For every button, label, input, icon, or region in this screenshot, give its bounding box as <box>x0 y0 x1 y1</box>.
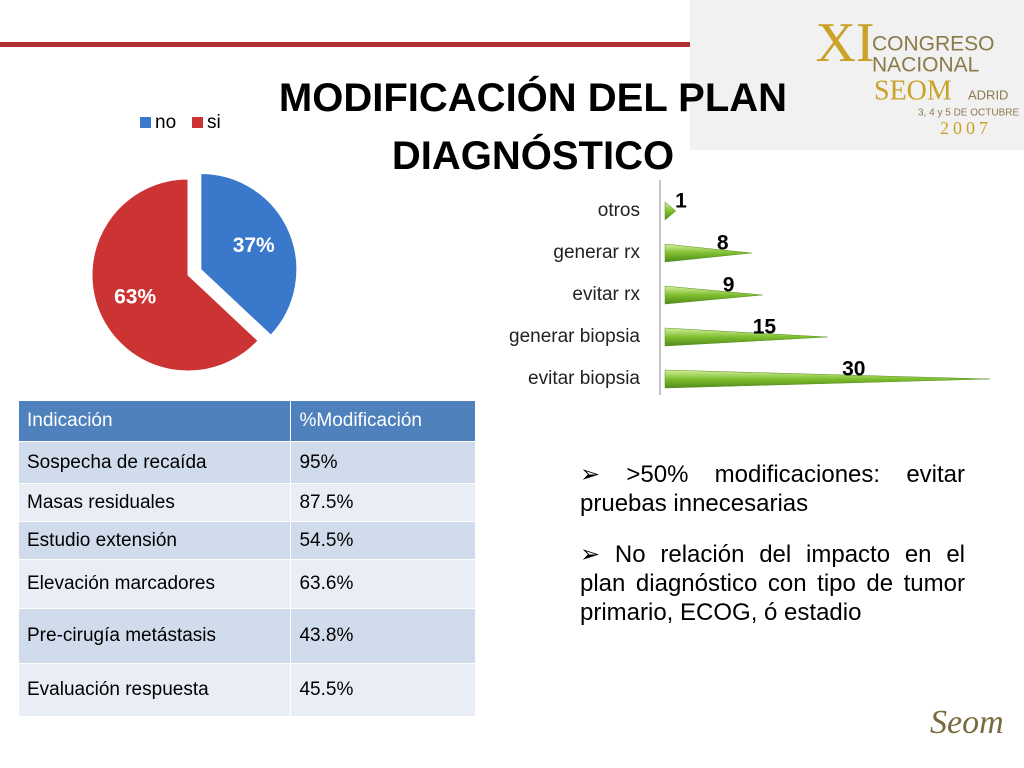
legend-swatch <box>192 117 203 128</box>
table-cell: Pre-cirugía metástasis <box>17 608 292 664</box>
bullet: ➢ >50% modificaciones: evitar pruebas in… <box>580 460 965 518</box>
data-label: 30 <box>842 358 865 381</box>
bar <box>664 285 763 305</box>
legend-label: si <box>207 112 221 133</box>
category-label: generar biopsia <box>509 326 640 347</box>
logo-text: ADRID <box>968 87 1008 102</box>
table-row: Sospecha de recaída 95% <box>17 441 476 484</box>
legend-swatch <box>140 117 151 128</box>
data-label: 9 <box>723 274 735 297</box>
pie-slice <box>200 172 298 336</box>
data-label: 15 <box>753 316 777 339</box>
category-label: evitar biopsia <box>528 368 640 389</box>
data-label: 63% <box>114 285 156 308</box>
table-cell: Estudio extensión <box>17 521 292 560</box>
table-row: Estudio extensión 54.5% <box>17 521 476 560</box>
bar <box>664 201 677 221</box>
bullet: ➢ No relación del impacto en el plan dia… <box>580 540 965 627</box>
table-row: Pre-cirugía metástasis 43.8% <box>17 608 476 664</box>
category-label: otros <box>598 200 640 221</box>
legend-label: no <box>155 112 176 133</box>
data-label: 1 <box>675 190 687 213</box>
data-label: 37% <box>233 234 275 257</box>
category-label: generar rx <box>553 242 640 263</box>
category-label: evitar rx <box>572 284 640 305</box>
logo-text: SEOM <box>874 75 952 106</box>
seom-logo: Seom <box>930 704 1004 741</box>
table-cell: Evaluación respuesta <box>17 663 292 717</box>
bar <box>664 327 828 347</box>
table-cell: Elevación marcadores <box>17 559 292 609</box>
bullet-text: No relación del impacto en el plan diagn… <box>580 541 965 626</box>
table-cell: 63.6% <box>290 559 476 609</box>
data-label: 8 <box>717 232 729 255</box>
bullet-marker: ➢ <box>580 541 615 568</box>
bullet-text: >50% modificaciones: evitar pruebas inne… <box>580 461 965 517</box>
table-cell: 54.5% <box>290 521 476 560</box>
logo-text: CONGRESO <box>872 33 995 56</box>
table-cell: Masas residuales <box>17 483 292 522</box>
table-row: Masas residuales 87.5% <box>17 483 476 522</box>
pie-slice <box>91 178 259 372</box>
top-rule <box>0 42 1024 47</box>
bar <box>664 243 752 263</box>
logo-text: 2007 <box>940 118 992 138</box>
logo-bg <box>690 0 1024 150</box>
title: MODIFICACIÓN DEL PLAN DIAGNÓSTICO <box>279 74 787 178</box>
table-row: Evaluación respuesta 45.5% <box>17 663 476 717</box>
table-cell: 43.8% <box>290 608 476 664</box>
table-cell: 87.5% <box>290 483 476 522</box>
table-cell: 95% <box>290 441 476 484</box>
logo-text: 3, 4 y 5 DE OCTUBRE <box>918 108 1019 119</box>
table: Indicación %Modificación Sospecha de recaí… <box>17 400 476 717</box>
bar <box>664 369 991 389</box>
bullet-marker: ➢ <box>580 461 627 488</box>
header-cell: %Modificación <box>290 400 476 442</box>
logo-text: NACIONAL <box>872 54 979 77</box>
table-row: Elevación marcadores 63.6% <box>17 559 476 609</box>
logo-numeral: XI <box>815 12 874 74</box>
bullets: ➢ >50% modificaciones: evitar pruebas in… <box>580 460 965 649</box>
table-cell: 45.5% <box>290 663 476 717</box>
header-cell: Indicación <box>17 400 292 442</box>
table-cell: Sospecha de recaída <box>17 441 292 484</box>
